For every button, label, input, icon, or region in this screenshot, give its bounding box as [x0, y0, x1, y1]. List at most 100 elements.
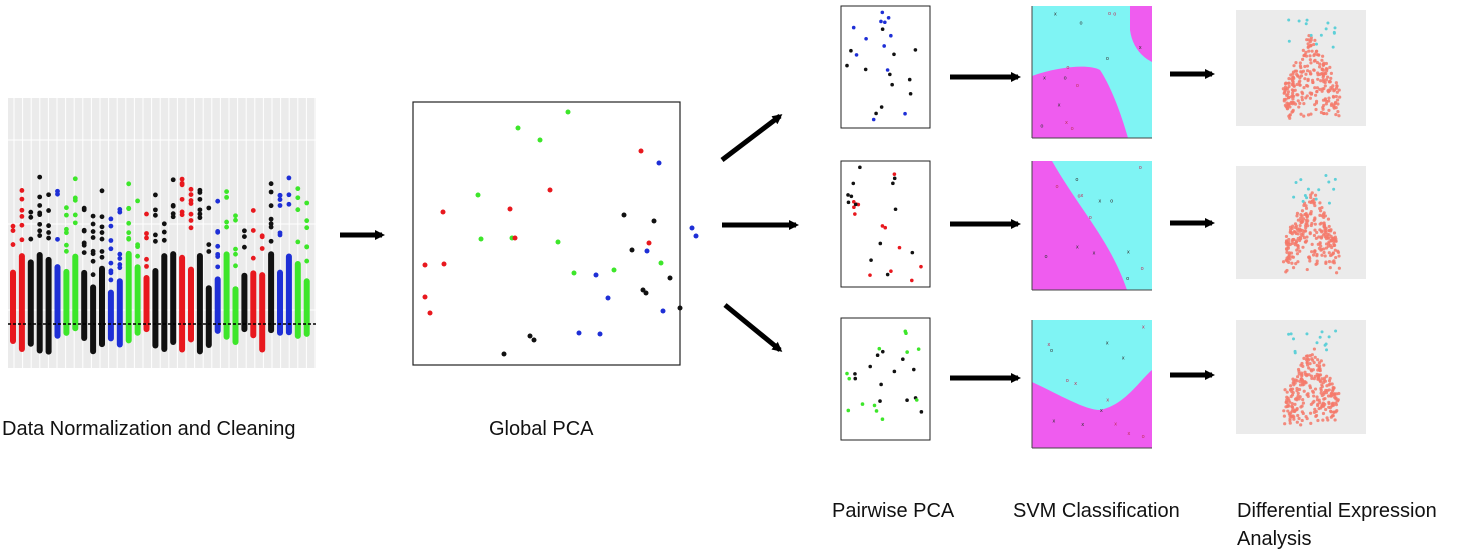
svm-marker: o [1106, 56, 1109, 62]
volcano-point [1301, 69, 1306, 73]
volcano-point [1303, 77, 1307, 81]
pca-point [646, 240, 652, 246]
pca-point [919, 264, 923, 269]
volcano-point [1306, 224, 1310, 228]
outlier-point [197, 187, 203, 193]
box-column [107, 289, 114, 342]
volcano-point [1315, 52, 1319, 57]
outlier-point [268, 189, 274, 195]
outlier-point [224, 194, 230, 200]
svm-marker: x [1043, 75, 1046, 81]
outlier-point [197, 207, 203, 213]
pca-point [882, 44, 886, 48]
outlier-point [268, 224, 274, 230]
pca-point [860, 402, 865, 406]
volcano-point [1289, 411, 1293, 415]
volcano-point [1288, 101, 1292, 106]
outlier-point [304, 258, 310, 264]
volcano-point [1329, 415, 1333, 419]
volcano-point [1309, 33, 1313, 37]
pca-point [852, 205, 856, 210]
outlier-point [153, 212, 158, 218]
volcano-point [1296, 99, 1300, 103]
volcano-point [1329, 394, 1333, 398]
outlier-point [224, 189, 230, 195]
volcano-point [1309, 369, 1314, 373]
volcano-point [1293, 69, 1297, 73]
volcano-point [1319, 79, 1323, 83]
pca-point [878, 241, 883, 246]
box-column [170, 251, 177, 346]
volcano-point [1302, 102, 1306, 106]
pca-point [854, 53, 859, 57]
outlier-point [268, 216, 274, 222]
volcano-point [1290, 261, 1294, 265]
volcano-point [1290, 88, 1294, 92]
outlier-point [286, 175, 292, 181]
volcano-point [1308, 232, 1312, 236]
volcano-point [1308, 384, 1312, 388]
pca-point [851, 199, 856, 204]
volcano-point [1294, 262, 1298, 266]
pca-point [555, 239, 561, 245]
volcano-point [1328, 376, 1332, 380]
volcano-point [1288, 113, 1292, 117]
volcano-point [1309, 36, 1313, 40]
volcano-point [1321, 78, 1326, 82]
pca-point [892, 52, 896, 57]
volcano-point [1302, 356, 1306, 360]
volcano-point [1311, 80, 1315, 85]
volcano-point [1330, 253, 1334, 257]
volcano-point [1332, 103, 1336, 107]
outlier-point [197, 215, 203, 221]
volcano-point [1295, 386, 1299, 391]
outlier-point [126, 235, 132, 241]
volcano-point [1299, 423, 1303, 427]
pca-point [875, 353, 880, 358]
volcano-point [1329, 239, 1333, 243]
pca-point [910, 278, 914, 283]
volcano-point [1293, 226, 1298, 230]
volcano-point [1318, 222, 1322, 226]
volcano-point [1298, 383, 1303, 387]
volcano-point [1302, 114, 1306, 118]
svm-marker: o [1066, 378, 1069, 384]
pca-point [847, 376, 852, 381]
volcano-point [1285, 259, 1289, 263]
volcano-point [1316, 73, 1320, 77]
pca-point [849, 194, 854, 199]
volcano-point [1293, 230, 1297, 234]
svm-marker: o [1050, 348, 1053, 354]
pca-point [892, 176, 897, 181]
volcano-point [1306, 113, 1311, 117]
volcano-point [1322, 250, 1326, 255]
pca-point [667, 275, 673, 281]
pca-point [889, 269, 893, 273]
volcano-point [1302, 236, 1307, 240]
volcano-point [1318, 201, 1322, 205]
pca-point [890, 82, 894, 87]
volcano-point [1336, 110, 1340, 114]
volcano-point [1321, 418, 1325, 422]
outlier-point [268, 203, 274, 209]
outlier-point [170, 177, 176, 183]
volcano-point [1316, 358, 1320, 362]
volcano-point [1300, 220, 1304, 224]
volcano-point [1312, 394, 1316, 398]
outlier-point [55, 191, 60, 197]
outlier-point [144, 231, 149, 236]
pca-point [886, 15, 891, 20]
volcano-point [1303, 370, 1307, 374]
volcano-point [1299, 216, 1303, 220]
volcano-point [1301, 48, 1305, 52]
outlier-point [215, 251, 221, 257]
volcano-point [1306, 84, 1310, 88]
volcano-point [1306, 42, 1310, 46]
volcano-point [1327, 388, 1331, 392]
box-column [179, 254, 186, 353]
volcano-point [1300, 90, 1304, 94]
volcano-point [1291, 391, 1295, 395]
volcano-point [1325, 348, 1329, 352]
pca-point [874, 111, 878, 116]
outlier-point [179, 182, 185, 188]
